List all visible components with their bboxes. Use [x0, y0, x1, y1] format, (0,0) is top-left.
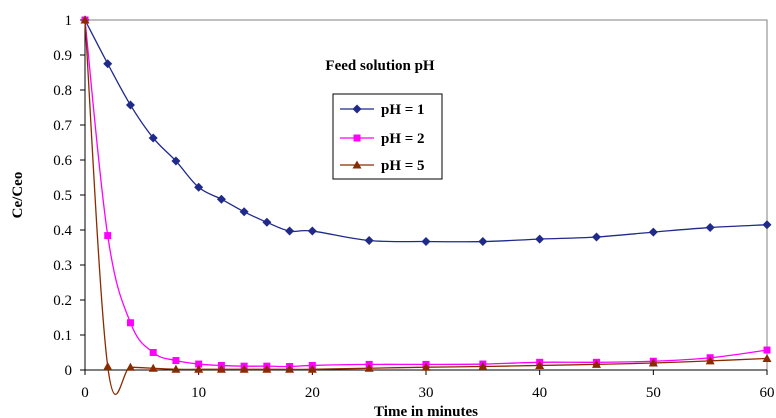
- data-point: [195, 360, 203, 368]
- data-point: [103, 362, 113, 370]
- data-point: [171, 364, 181, 373]
- y-tick-label: 0: [65, 363, 73, 379]
- legend-item: pH = 1: [340, 102, 425, 118]
- y-axis-title: Ce/Ceo: [10, 172, 26, 219]
- legend-label: pH = 2: [381, 131, 425, 147]
- data-point: [285, 226, 295, 236]
- data-point: [285, 364, 295, 373]
- data-point: [126, 319, 134, 327]
- y-tick-label: 0.4: [53, 223, 72, 239]
- data-point: [648, 358, 658, 367]
- y-tick-label: 0.2: [53, 293, 72, 309]
- legend-swatch-marker: [352, 104, 362, 114]
- plot-area: [84, 19, 768, 371]
- x-tick-label: 0: [81, 385, 89, 401]
- series-layer: [80, 15, 772, 396]
- legend-label: pH = 5: [381, 158, 425, 174]
- data-point: [125, 100, 135, 110]
- y-tick-label: 0.9: [53, 48, 72, 64]
- legend-item: pH = 5: [340, 158, 425, 174]
- data-point: [239, 207, 249, 217]
- data-point: [194, 182, 204, 192]
- data-point: [216, 364, 226, 373]
- series-3: [80, 15, 772, 396]
- x-tick-label: 10: [191, 385, 206, 401]
- x-tick-label: 40: [532, 385, 547, 401]
- data-point: [762, 220, 772, 230]
- data-point: [103, 59, 113, 69]
- data-point: [364, 236, 374, 245]
- data-point: [194, 364, 204, 373]
- data-point: [535, 234, 545, 244]
- data-point: [80, 15, 90, 24]
- data-point: [171, 156, 181, 166]
- legend-title: Feed solution pH: [325, 58, 435, 74]
- data-point: [148, 363, 158, 372]
- data-point: [307, 226, 317, 236]
- data-point: [172, 357, 180, 365]
- y-tick-label: 0.8: [53, 83, 72, 99]
- data-point: [421, 362, 431, 371]
- series-line: [84, 19, 768, 368]
- y-tick-label: 0.1: [53, 328, 72, 344]
- data-point: [216, 194, 226, 204]
- data-point: [148, 133, 158, 143]
- data-point: [104, 232, 112, 240]
- data-point: [592, 232, 601, 242]
- y-tick-label: 0.3: [53, 258, 72, 274]
- y-tick-label: 0.6: [53, 153, 72, 169]
- legend-items: pH = 1 pH = 2 pH = 5: [340, 102, 425, 174]
- x-tick-label: 30: [419, 385, 434, 401]
- y-tick-label: 0.5: [53, 188, 72, 204]
- data-point: [478, 237, 488, 247]
- data-point: [648, 227, 658, 237]
- data-point: [149, 349, 157, 356]
- data-point: [262, 364, 272, 373]
- data-point: [262, 217, 272, 227]
- series-1: [80, 15, 772, 247]
- data-point: [592, 359, 601, 368]
- data-point: [421, 237, 431, 247]
- data-point: [705, 223, 715, 233]
- data-point: [478, 362, 488, 370]
- legend-label: pH = 1: [381, 102, 425, 118]
- y-tick-label: 1: [65, 13, 73, 29]
- legend-swatch-marker: [352, 160, 362, 169]
- x-tick-label: 50: [646, 385, 661, 401]
- data-point: [125, 362, 135, 371]
- data-point: [535, 360, 545, 369]
- data-point: [705, 356, 715, 365]
- x-tick-label: 20: [305, 385, 320, 401]
- data-point: [364, 363, 374, 372]
- x-tick-label: 60: [760, 385, 775, 401]
- data-point: [239, 364, 249, 373]
- y-tick-label: 0.7: [53, 118, 72, 134]
- legend-item: pH = 2: [340, 131, 425, 147]
- x-axis-title: Time in minutes: [374, 404, 478, 418]
- data-point: [763, 346, 771, 354]
- legend-swatch-marker: [353, 134, 361, 142]
- data-point: [307, 364, 317, 373]
- data-point: [762, 353, 772, 362]
